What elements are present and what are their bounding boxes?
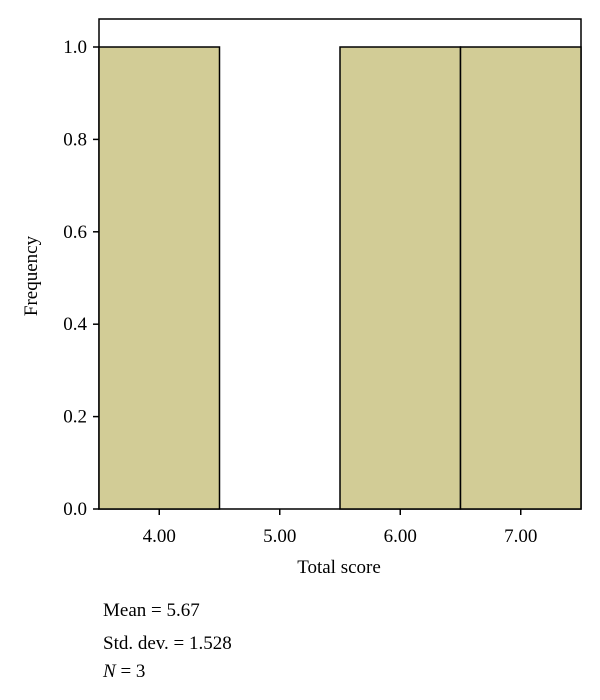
y-axis-label: Frequency <box>21 235 42 316</box>
histogram-chart: 0.0 0.2 0.4 0.6 0.8 1.0 4.00 5.00 6.00 7.00 Tota… <box>21 18 582 578</box>
y-tick-label: 1.0 <box>63 37 87 58</box>
y-tick-label: 0.4 <box>63 314 87 335</box>
y-tick-label: 0.6 <box>63 222 87 243</box>
bar-4.00 <box>98 46 221 510</box>
n-symbol: N <box>103 661 116 682</box>
x-tick-label: 5.00 <box>263 526 296 547</box>
x-tick-label: 4.00 <box>143 526 176 547</box>
bar-6.00 <box>339 46 462 510</box>
n-label: N = 3 <box>103 661 145 683</box>
y-tick-label: 0.0 <box>63 499 87 520</box>
std-dev-label: Std. dev. = 1.528 <box>103 633 232 654</box>
n-value: = 3 <box>115 661 146 682</box>
y-tick-label: 0.8 <box>63 129 87 150</box>
bar-7.00 <box>459 46 582 510</box>
y-tick-label: 0.2 <box>63 407 87 428</box>
x-tick-label: 6.00 <box>384 526 417 547</box>
x-axis-label: Total score <box>297 557 381 578</box>
x-tick-label: 7.00 <box>504 526 537 547</box>
mean-label: Mean = 5.67 <box>103 600 200 621</box>
